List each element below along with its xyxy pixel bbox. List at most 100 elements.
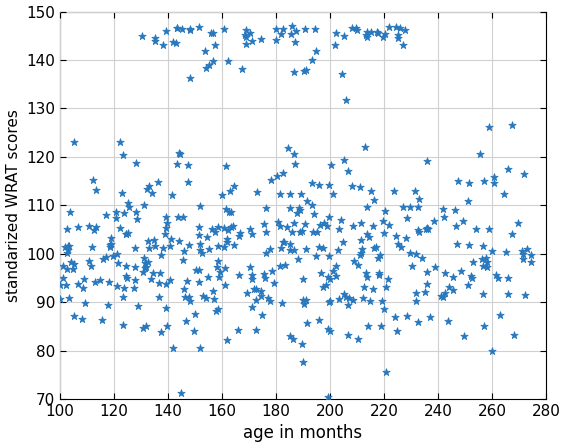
Point [294,255,303,263]
Point [186,74,195,81]
Point [155,293,164,301]
Point [332,29,341,36]
Point [144,244,153,251]
Point [308,179,317,186]
Point [422,281,431,288]
Point [158,41,167,48]
Point [58,263,67,270]
Point [64,246,73,254]
Point [286,205,295,212]
Point [185,241,194,248]
Point [104,278,113,285]
Point [119,294,128,301]
Point [199,293,208,300]
Point [363,231,372,238]
Point [261,250,271,257]
Point [286,240,295,247]
Point [430,264,439,271]
Point [345,294,354,302]
Point [161,213,170,220]
Point [161,280,170,288]
Point [130,284,139,291]
Point [357,220,366,227]
Point [171,40,181,47]
Point [443,318,452,325]
Point [183,178,192,185]
Point [325,327,335,334]
Point [357,236,366,243]
Point [278,170,288,177]
Point [92,224,101,231]
Point [130,263,139,271]
Point [490,180,499,187]
Point [251,285,260,293]
Point [96,276,105,283]
Point [148,270,157,277]
Point [256,35,265,43]
Point [204,273,213,280]
Point [225,188,234,195]
Point [457,267,466,275]
Point [393,34,402,41]
Point [349,223,358,230]
Point [174,237,183,244]
Point [359,294,368,302]
Point [440,289,449,296]
Point [222,205,231,212]
Point [113,283,122,290]
Point [68,265,77,272]
Point [155,280,164,287]
Point [224,58,233,65]
Point [214,224,223,231]
Point [220,243,229,250]
Point [475,150,484,157]
Point [312,228,321,236]
Point [368,223,378,230]
Point [140,259,149,266]
Point [491,271,500,278]
Point [353,335,362,342]
Point [271,36,280,43]
Point [56,296,65,303]
Point [380,305,389,312]
Point [119,209,128,216]
Point [80,299,89,306]
Point [148,190,157,197]
Point [221,282,230,289]
Point [151,242,160,250]
Point [77,315,86,322]
Point [520,291,529,298]
Point [413,204,422,211]
Point [112,208,121,215]
Point [118,189,127,196]
Point [363,204,372,211]
Point [138,268,147,275]
Point [194,266,203,273]
Point [418,254,427,261]
Point [151,34,160,42]
Point [405,250,414,257]
Point [466,272,475,280]
Point [259,270,268,277]
Point [396,25,405,32]
Point [85,258,94,265]
Point [115,139,125,146]
Point [358,245,367,252]
Point [181,293,190,301]
Point [493,275,502,282]
Point [245,263,254,270]
Point [121,272,130,279]
Point [234,271,243,278]
Point [175,150,184,157]
Point [485,225,494,232]
Point [143,185,152,193]
Point [161,224,170,232]
Point [315,181,324,189]
Point [84,223,93,230]
Point [411,290,421,297]
Point [277,30,286,38]
Point [398,204,408,211]
Point [256,293,265,300]
Point [91,279,100,286]
Point [178,256,187,263]
